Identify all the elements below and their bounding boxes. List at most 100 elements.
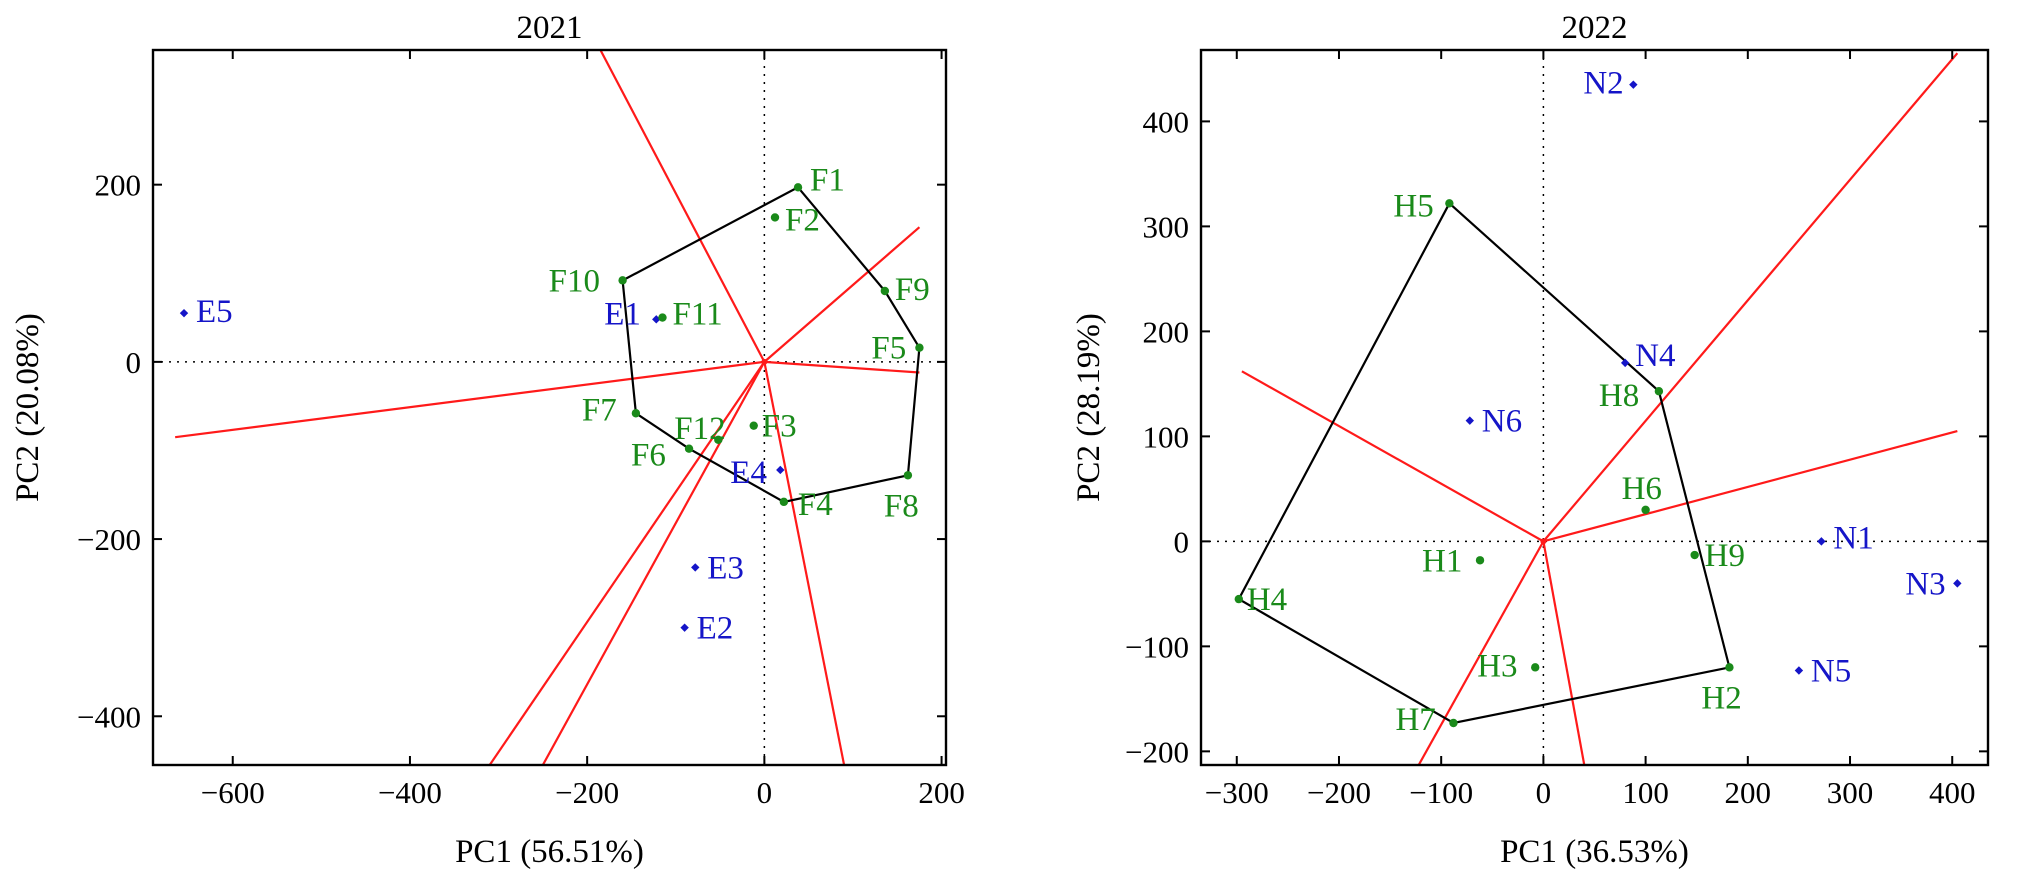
- environment-point-E4: [776, 465, 785, 475]
- sector-ray-1: [1542, 52, 1959, 543]
- x-tick-label--200: −200: [1307, 775, 1371, 810]
- y-tick-label--100: −100: [1125, 629, 1189, 664]
- genotype-point-H8: [1654, 387, 1664, 396]
- genotype-label-F10: F10: [549, 263, 600, 299]
- y-tick-label--200: −200: [77, 522, 141, 557]
- genotype-label-F6: F6: [631, 438, 666, 474]
- environment-point-N6: [1465, 416, 1475, 425]
- genotype-point-H3: [1531, 663, 1540, 672]
- plot-area: N1 N2 N3 N4 N5 N6 H1 H2 H3 H4 H5 H6 H7 H8 H9: [1201, 50, 1988, 765]
- plot-frame: [151, 48, 948, 767]
- sector-ray-4: [1417, 540, 1545, 765]
- genotype-label-H6: H6: [1622, 471, 1662, 507]
- x-axis-label: PC1 (36.53%): [1500, 834, 1689, 870]
- sector-ray-5: [1542, 541, 1586, 765]
- environment-point-N4: [1620, 358, 1630, 368]
- environment-label-E3: E3: [707, 550, 744, 586]
- x-tick-label--400: −400: [378, 775, 442, 810]
- environment-label-E4: E4: [730, 455, 767, 491]
- x-tick-label-0: 0: [757, 775, 773, 810]
- panel-title: 2021: [517, 10, 583, 46]
- x-tick-label-200: 200: [1725, 775, 1772, 810]
- x-tick-label-200: 200: [918, 775, 965, 810]
- genotype-label-H1: H1: [1422, 543, 1462, 579]
- sector-ray-1: [175, 360, 765, 439]
- y-tick-label--400: −400: [77, 699, 141, 734]
- x-axis-label: PC1 (56.51%): [455, 834, 644, 870]
- environment-point-E5: [179, 308, 189, 318]
- y-axis-label: PC2 (20.08%): [10, 313, 46, 502]
- genotype-point-H5: [1445, 199, 1454, 208]
- sector-ray-2: [1241, 370, 1544, 543]
- y-tick-label-300: 300: [1143, 209, 1190, 244]
- genotype-label-F5: F5: [871, 331, 906, 367]
- genotype-point-F2: [770, 213, 780, 222]
- genotype-point-F1: [793, 183, 803, 192]
- genotype-point-F8: [903, 471, 913, 480]
- environment-point-N1: [1817, 537, 1826, 546]
- y-tick-label--200: −200: [1125, 734, 1189, 769]
- environment-point-N5: [1794, 666, 1804, 675]
- genotype-label-H2: H2: [1701, 680, 1741, 716]
- panel-2021: E1 E2 E3 E4 E5 F1 F2 F3 F4 F5 F6 F7 F8 F9 F10 F11 F12 −60…: [10, 10, 965, 870]
- x-tick-label-300: 300: [1827, 775, 1874, 810]
- genotype-label-F3: F3: [762, 409, 797, 445]
- environment-label-N6: N6: [1482, 404, 1522, 440]
- environment-point-E1: [652, 315, 661, 324]
- plot-frame: [1199, 48, 1990, 767]
- x-tick-label-400: 400: [1929, 775, 1976, 810]
- genotype-point-H4: [1234, 594, 1244, 604]
- sector-ray-4: [763, 226, 921, 363]
- environment-label-N1: N1: [1833, 520, 1873, 556]
- x-tick-label--200: −200: [555, 775, 619, 810]
- environment-point-N3: [1953, 579, 1962, 588]
- genotype-point-F6: [684, 444, 694, 453]
- y-tick-label-200: 200: [95, 168, 142, 203]
- genotype-label-H8: H8: [1599, 378, 1639, 414]
- environment-label-N4: N4: [1635, 338, 1675, 374]
- x-tick-label--600: −600: [201, 775, 265, 810]
- environment-point-N2: [1629, 80, 1638, 89]
- genotype-label-H4: H4: [1247, 582, 1287, 618]
- y-axis-label: PC2 (28.19%): [1071, 313, 1107, 502]
- sector-ray-6: [488, 361, 766, 765]
- genotype-label-H3: H3: [1477, 648, 1517, 684]
- origin-point: [1540, 538, 1547, 545]
- panel-title: 2022: [1562, 10, 1628, 46]
- environment-point-E2: [680, 623, 689, 632]
- genotype-label-H7: H7: [1395, 702, 1435, 738]
- environment-label-N5: N5: [1811, 654, 1851, 690]
- genotype-label-F8: F8: [884, 488, 919, 524]
- sector-ray-5: [763, 361, 846, 765]
- genotype-label-F11: F11: [672, 297, 722, 333]
- sector-ray-2: [599, 50, 766, 363]
- y-tick-label-400: 400: [1143, 104, 1190, 139]
- plot-area: E1 E2 E3 E4 E5 F1 F2 F3 F4 F5 F6 F7 F8 F9 F10 F11 F12: [153, 50, 946, 765]
- sector-ray-3: [764, 360, 920, 374]
- genotype-label-F4: F4: [798, 487, 833, 523]
- genotype-point-H1: [1475, 556, 1485, 565]
- genotype-point-F5: [915, 343, 924, 352]
- genotype-point-H9: [1690, 550, 1699, 560]
- genotype-point-F4: [779, 497, 789, 507]
- genotype-label-H9: H9: [1705, 538, 1745, 574]
- environment-label-N3: N3: [1905, 566, 1945, 602]
- environment-label-E5: E5: [196, 294, 233, 330]
- genotype-point-F10: [618, 276, 627, 285]
- origin-point: [761, 358, 768, 365]
- environment-label-E1: E1: [604, 296, 641, 332]
- panel-2022: N1 N2 N3 N4 N5 N6 H1 H2 H3 H4 H5 H6 H7 H8 H9 −300 −200 −1…: [1071, 10, 1990, 870]
- environment-label-N2: N2: [1583, 66, 1623, 102]
- convex-hull-polygon: [1237, 201, 1731, 725]
- y-tick-label-200: 200: [1143, 314, 1190, 349]
- genotype-label-H5: H5: [1393, 188, 1433, 224]
- y-tick-label-100: 100: [1143, 419, 1190, 454]
- y-tick-label-0: 0: [126, 345, 142, 380]
- environment-point-E3: [691, 563, 700, 572]
- genotype-point-F9: [880, 286, 890, 296]
- genotype-point-H6: [1641, 505, 1650, 515]
- genotype-point-H2: [1725, 663, 1734, 672]
- genotype-label-F12: F12: [674, 411, 725, 447]
- genotype-label-F9: F9: [895, 272, 930, 308]
